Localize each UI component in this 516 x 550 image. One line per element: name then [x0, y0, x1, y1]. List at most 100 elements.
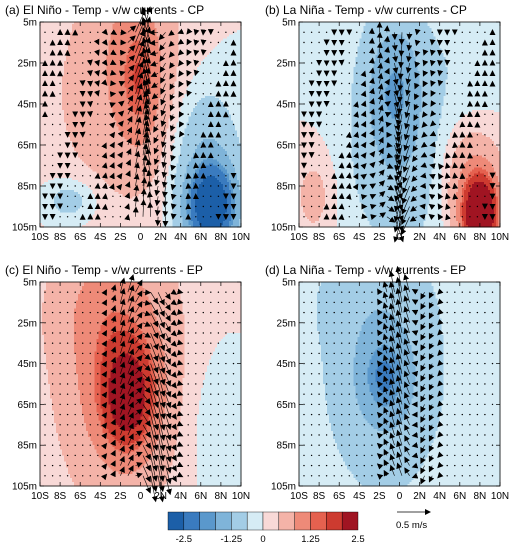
y-tick-label: 5m	[282, 278, 296, 289]
vector-dot	[356, 196, 357, 197]
vector-dot	[225, 185, 226, 186]
vector-dot	[311, 424, 312, 425]
colorbar-swatch	[342, 512, 358, 530]
vector-dot	[97, 32, 98, 33]
vector-dot	[59, 414, 60, 415]
vector-dot	[454, 445, 455, 446]
vector-dot	[203, 424, 204, 425]
vector-dot	[311, 363, 312, 364]
x-tick-label: 10S	[31, 232, 49, 243]
vector-dot	[233, 434, 234, 435]
vector-dot	[59, 114, 60, 115]
vector-dot	[349, 206, 350, 207]
vector-dot	[341, 124, 342, 125]
vector-dot	[447, 434, 448, 435]
vector-dot	[188, 302, 189, 303]
vector-dot	[188, 114, 189, 115]
vector-dot	[105, 103, 106, 104]
vector-dot	[195, 124, 196, 125]
vector-dot	[97, 445, 98, 446]
vector-dot	[318, 424, 319, 425]
vector-dot	[44, 185, 45, 186]
vector-dot	[59, 292, 60, 293]
x-tick-label: 4N	[433, 491, 446, 502]
vector-dot	[225, 404, 226, 405]
vector-dot	[233, 353, 234, 354]
vector-dot	[311, 302, 312, 303]
vector-dot	[326, 312, 327, 313]
vector-dot	[334, 93, 335, 94]
vector-dot	[218, 455, 219, 456]
vector-dot	[225, 332, 226, 333]
vector-dot	[447, 124, 448, 125]
vector-dot	[356, 52, 357, 53]
vector-dot	[462, 383, 463, 384]
vector-dot	[477, 206, 478, 207]
vector-dot	[326, 185, 327, 186]
vector-dot	[318, 185, 319, 186]
vector-dot	[424, 42, 425, 43]
vector-dot	[218, 434, 219, 435]
y-tick-label: 45m	[18, 100, 37, 111]
vector-dot	[484, 302, 485, 303]
vector-dot	[195, 216, 196, 217]
vector-dot	[90, 312, 91, 313]
vector-dot	[90, 424, 91, 425]
vector-dot	[75, 353, 76, 354]
vector-dot	[311, 455, 312, 456]
vector-dot	[44, 332, 45, 333]
vector-dot	[424, 32, 425, 33]
vector-dot	[303, 302, 304, 303]
vector-dot	[462, 103, 463, 104]
vector-dot	[82, 363, 83, 364]
vector-dot	[356, 363, 357, 364]
vector-dot	[311, 465, 312, 466]
vector-dot	[203, 302, 204, 303]
vector-dot	[311, 206, 312, 207]
vector-dot	[97, 322, 98, 323]
vector-dot	[90, 434, 91, 435]
vector-dot	[67, 363, 68, 364]
vector-dot	[492, 394, 493, 395]
vector-dot	[349, 414, 350, 415]
vector-dot	[82, 465, 83, 466]
vector-dot	[462, 394, 463, 395]
vector-dot	[326, 373, 327, 374]
vector-dot	[52, 292, 53, 293]
vector-dot	[67, 196, 68, 197]
vector-dot	[318, 52, 319, 53]
vector-dot	[371, 455, 372, 456]
vector-dot	[44, 42, 45, 43]
vector-dot	[484, 343, 485, 344]
vector-dot	[484, 32, 485, 33]
vector-dot	[356, 206, 357, 207]
vector-dot	[233, 114, 234, 115]
vector-dot	[462, 465, 463, 466]
vector-dot	[82, 353, 83, 354]
vector-dot	[67, 414, 68, 415]
vector-dot	[97, 424, 98, 425]
vector-dot	[44, 302, 45, 303]
vector-dot	[82, 62, 83, 63]
vector-dot	[318, 363, 319, 364]
vector-dot	[97, 455, 98, 456]
vector-dot	[218, 322, 219, 323]
vector-dot	[195, 394, 196, 395]
vector-dot	[188, 312, 189, 313]
vector-dot	[75, 383, 76, 384]
vector-dot	[82, 165, 83, 166]
vector-dot	[477, 196, 478, 197]
vector-dot	[210, 332, 211, 333]
vector-dot	[341, 455, 342, 456]
vector-dot	[364, 414, 365, 415]
vector-dot	[371, 373, 372, 374]
vector-dot	[210, 73, 211, 74]
colorbar-swatch	[231, 512, 247, 530]
vector-dot	[195, 114, 196, 115]
vector-dot	[233, 465, 234, 466]
vector-dot	[447, 292, 448, 293]
vector-dot	[492, 114, 493, 115]
vector-dot	[303, 465, 304, 466]
vector-dot	[59, 383, 60, 384]
vector-dot	[371, 383, 372, 384]
